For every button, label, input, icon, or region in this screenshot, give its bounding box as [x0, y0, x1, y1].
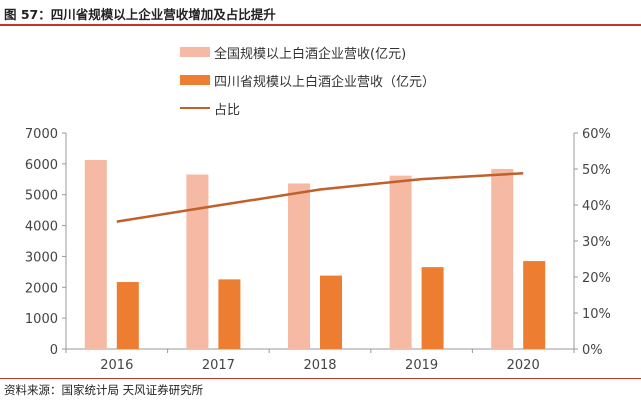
- x-tick-label: 2019: [405, 358, 438, 373]
- y2-tick-label: 20%: [582, 271, 611, 286]
- legend-label-ratio: 占比: [214, 102, 241, 118]
- y2-tick-label: 40%: [582, 199, 611, 214]
- y-tick-label: 2000: [25, 281, 58, 296]
- y2-tick-label: 50%: [582, 163, 611, 178]
- legend-swatch-ratio: [180, 107, 210, 109]
- x-tick-label: 2020: [507, 358, 540, 373]
- legend-item-ratio: 占比: [180, 94, 435, 122]
- bar-national: [84, 160, 107, 349]
- source-divider: [0, 378, 641, 379]
- bar-sichuan: [320, 275, 342, 349]
- legend: 全国规模以上白酒企业营收(亿元) 四川省规模以上白酒企业营收（亿元） 占比: [180, 38, 435, 122]
- y2-tick-label: 0%: [582, 343, 603, 358]
- bar-national: [389, 175, 412, 349]
- bar-national: [288, 183, 310, 349]
- y-tick-label: 5000: [25, 189, 58, 204]
- chart-title: 图 57：四川省规模以上企业营收增加及占比提升: [4, 7, 276, 22]
- y-tick-label: 6000: [25, 158, 58, 173]
- legend-swatch-national: [180, 47, 210, 57]
- legend-item-sichuan: 四川省规模以上白酒企业营收（亿元）: [180, 66, 435, 94]
- bar-sichuan: [116, 282, 139, 349]
- legend-item-national: 全国规模以上白酒企业营收(亿元): [180, 38, 435, 66]
- legend-swatch-sichuan: [180, 75, 210, 85]
- bar-sichuan: [218, 279, 241, 349]
- bar-sichuan: [421, 267, 444, 349]
- x-tick-label: 2017: [202, 358, 235, 373]
- x-tick-label: 2016: [100, 358, 133, 373]
- ratio-line: [116, 172, 524, 223]
- y-tick-label: 1000: [25, 312, 58, 327]
- title-divider: [0, 24, 641, 26]
- bar-sichuan: [523, 261, 546, 349]
- y2-tick-label: 10%: [582, 307, 611, 322]
- bar-national: [491, 168, 514, 349]
- source-note: 资料来源：国家统计局 天风证券研究所: [4, 383, 204, 397]
- bar-national: [186, 174, 209, 349]
- y2-tick-label: 30%: [582, 235, 611, 250]
- legend-label-national: 全国规模以上白酒企业营收(亿元): [214, 46, 407, 62]
- x-tick-label: 2018: [303, 358, 336, 373]
- y-tick-label: 0: [50, 343, 58, 358]
- y2-tick-label: 60%: [582, 127, 611, 142]
- y-tick-label: 3000: [25, 250, 58, 265]
- y-tick-label: 4000: [25, 220, 58, 235]
- legend-label-sichuan: 四川省规模以上白酒企业营收（亿元）: [214, 74, 436, 90]
- y-tick-label: 7000: [25, 127, 58, 142]
